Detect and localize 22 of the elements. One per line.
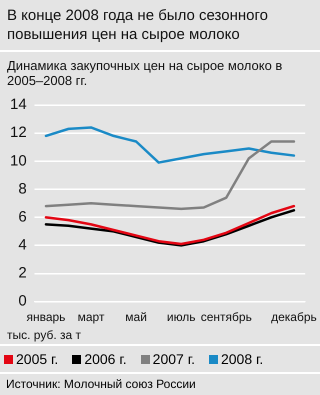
legend-label: 2008 г. xyxy=(220,350,264,368)
x-tick-label: сентябрь xyxy=(200,310,252,324)
y-axis-title: тыс. руб. за т xyxy=(0,328,320,346)
x-tick-label: март xyxy=(78,310,105,324)
y-tick-label: 4 xyxy=(18,236,27,254)
y-tick-label: 2 xyxy=(18,264,27,282)
y-tick-label: 10 xyxy=(10,152,27,170)
text: Источник: Молочный союз России xyxy=(5,376,197,393)
y-tick-label: 8 xyxy=(18,180,27,198)
legend-label: 2006 г. xyxy=(83,350,127,368)
legend-label: 2007 г. xyxy=(152,350,195,368)
y-tick-label: 6 xyxy=(18,208,27,226)
x-tick-label: май xyxy=(125,310,147,324)
chart-subtitle: Динамика закупочных цен на сырое молоко в 2005–2008 гг. xyxy=(6,57,284,88)
x-tick-label: декабрь xyxy=(271,310,317,324)
chart-title: В конце 2008 года не было сезонного повышения цен на сырое молоко xyxy=(0,0,320,52)
x-tick-label: июль xyxy=(166,310,196,324)
y-tick-label: 0 xyxy=(18,292,27,310)
y-tick-label: 12 xyxy=(10,124,27,142)
y-tick-label: 14 xyxy=(10,96,27,114)
x-tick-label: январь xyxy=(26,310,66,324)
legend-label: 2005 г. xyxy=(15,350,58,368)
